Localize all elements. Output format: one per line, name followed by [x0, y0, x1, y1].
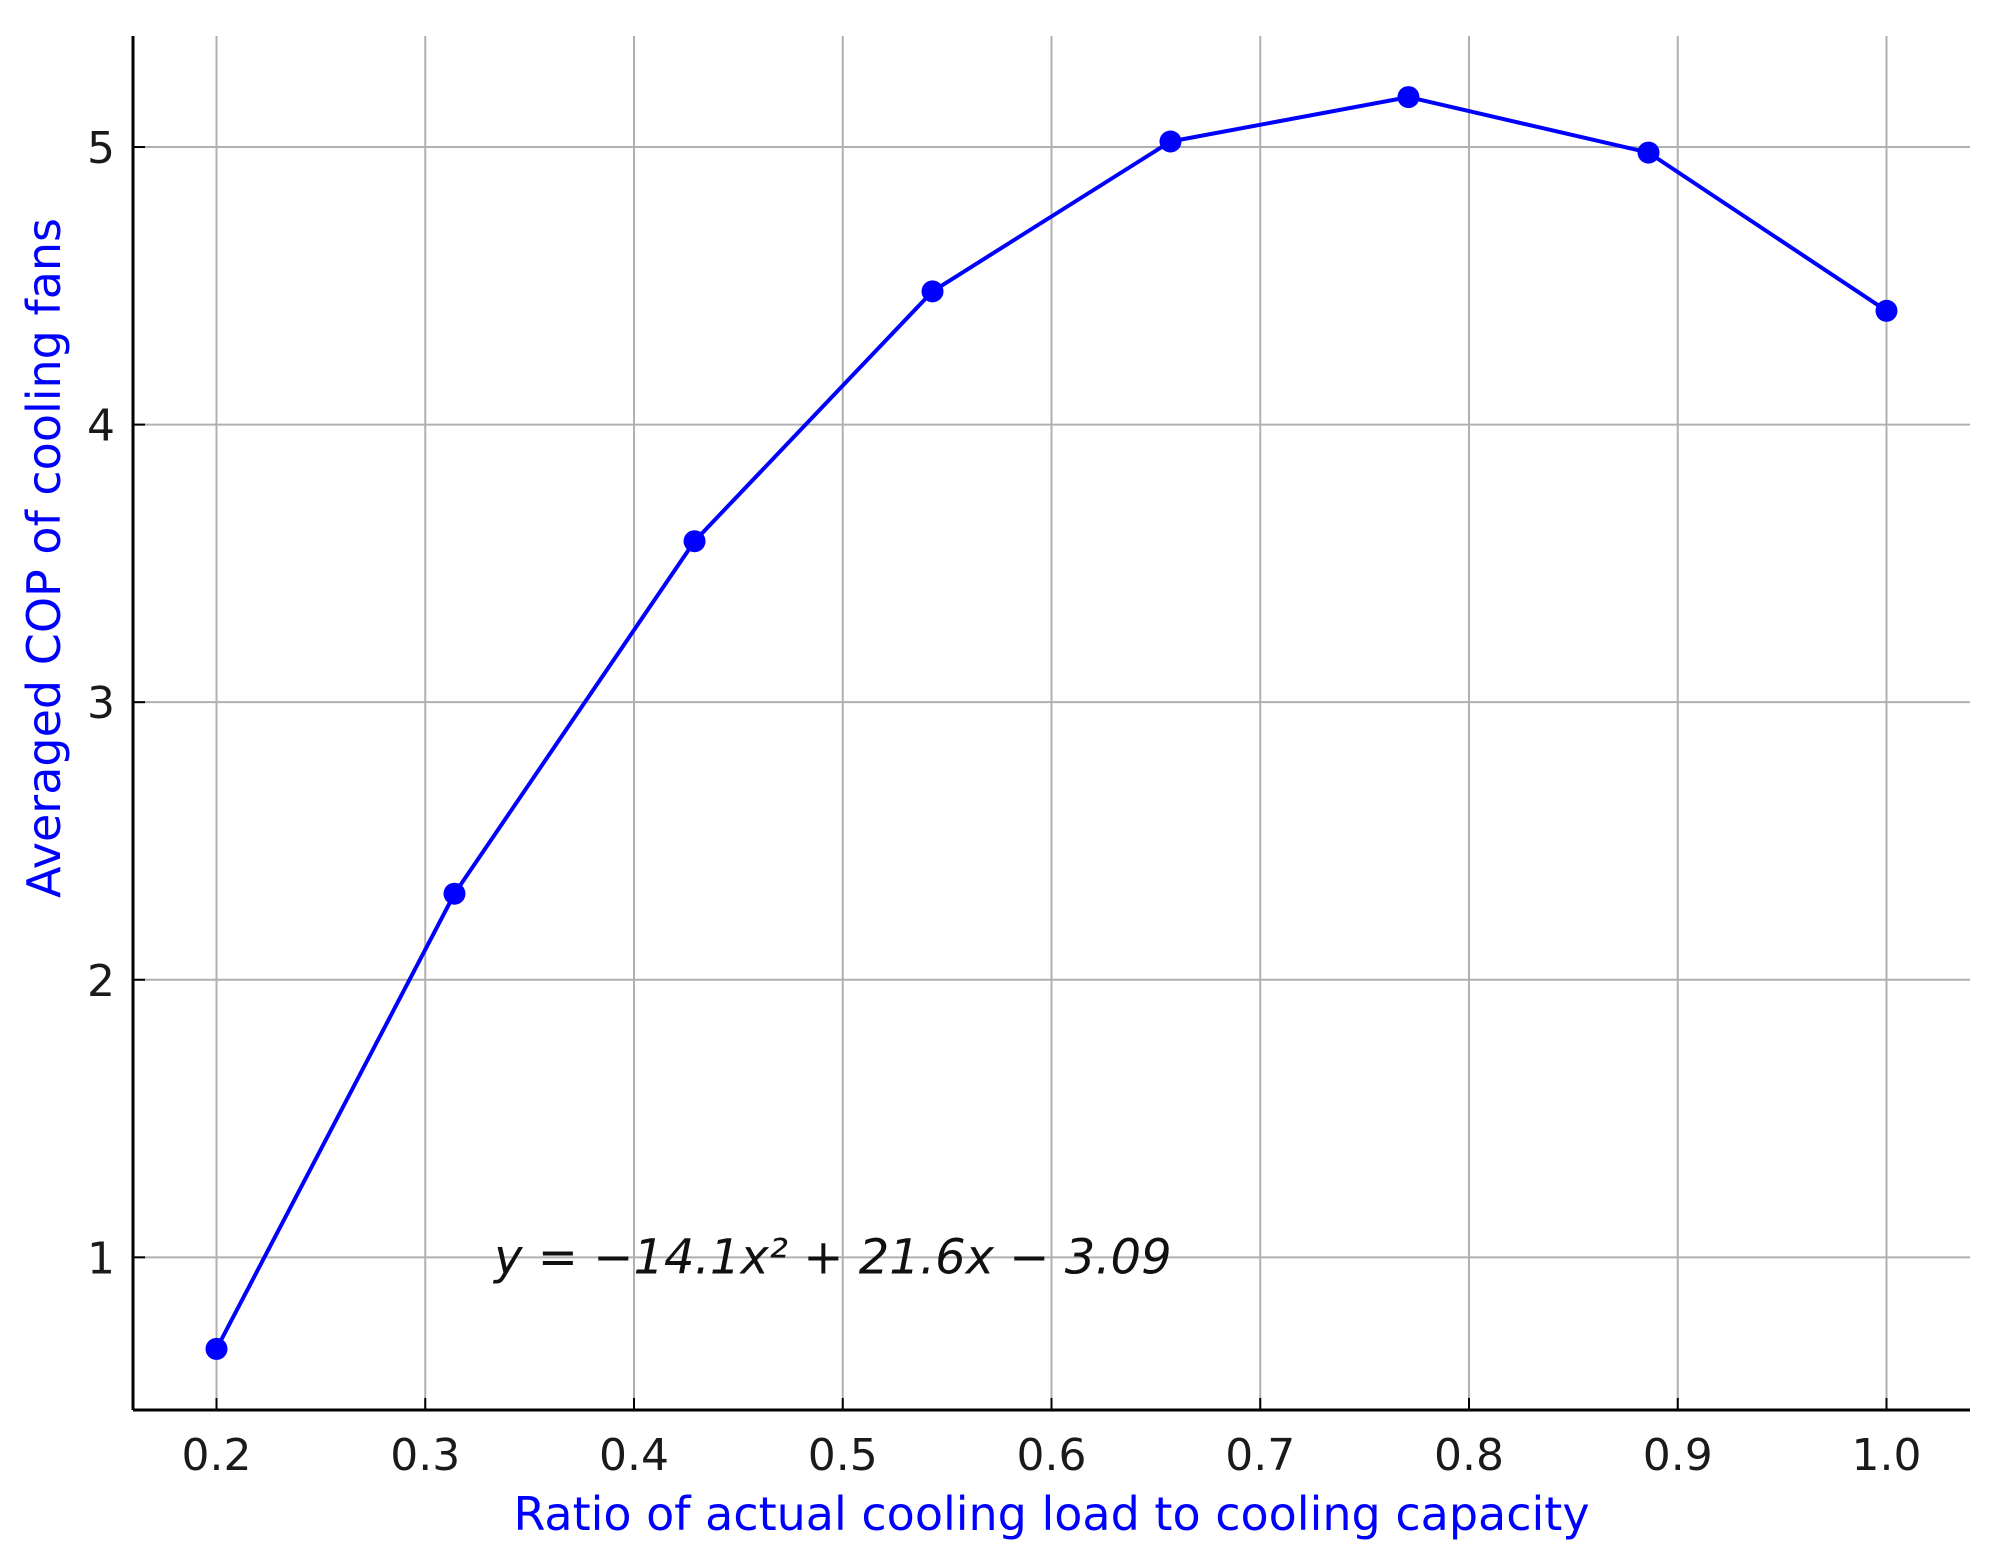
data-point [205, 1337, 228, 1360]
x-tick-label: 0.8 [1434, 1430, 1504, 1481]
fit-equation-annotation: y = −14.1x² + 21.6x − 3.09 [492, 1229, 1172, 1285]
data-series [205, 86, 1898, 1360]
y-tick-label: 4 [87, 401, 115, 452]
x-tick-label: 0.5 [808, 1430, 878, 1481]
data-point [1159, 130, 1182, 153]
axes [131, 36, 1970, 1412]
data-point [1397, 86, 1420, 109]
y-tick-label: 2 [87, 956, 115, 1007]
x-tick-label: 0.2 [182, 1430, 252, 1481]
data-point [683, 530, 706, 553]
x-tick-label: 0.6 [1017, 1430, 1087, 1481]
y-tick-label: 1 [87, 1233, 115, 1284]
y-tick-label: 3 [87, 678, 115, 729]
data-point [443, 882, 466, 905]
grid-lines [133, 36, 1970, 1410]
series-line [214, 95, 1888, 1350]
x-tick-label: 0.4 [599, 1430, 669, 1481]
tick-labels: 0.2 0.3 0.4 0.5 0.6 0.7 0.8 0.9 1.0 1 2 3 4 5 [87, 123, 1921, 1481]
data-point [1875, 299, 1898, 322]
x-tick-label: 0.9 [1643, 1430, 1713, 1481]
y-axis-label: Averaged COP of cooling fans [17, 218, 71, 898]
y-tick-label: 5 [87, 123, 115, 174]
x-axis-label: Ratio of actual cooling load to cooling … [513, 1487, 1589, 1541]
x-tick-label: 1.0 [1852, 1430, 1922, 1481]
x-tick-label: 0.7 [1225, 1430, 1295, 1481]
x-tick-label: 0.3 [390, 1430, 460, 1481]
data-point [921, 280, 944, 303]
data-point [1637, 141, 1660, 164]
